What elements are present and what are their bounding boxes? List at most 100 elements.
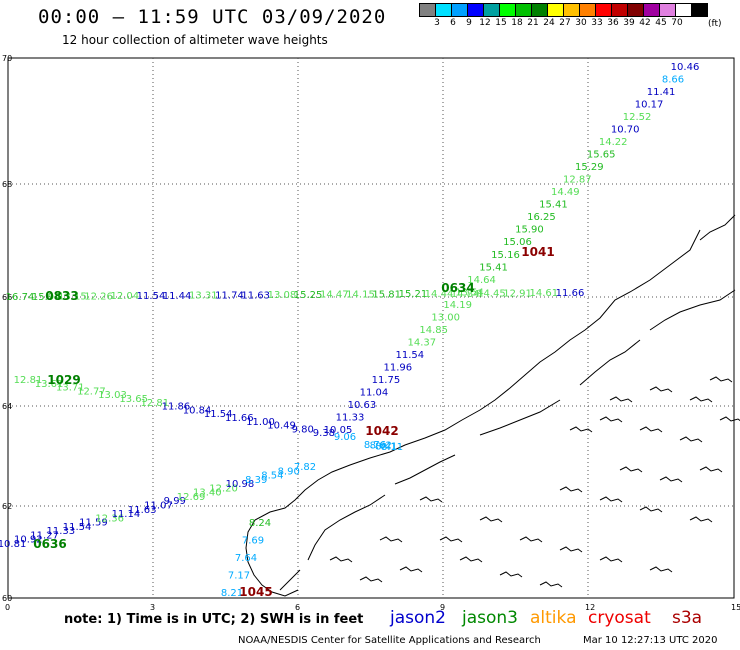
swh-value: 11.07 <box>144 501 173 512</box>
swh-value: 13.31 <box>189 291 218 302</box>
coastline <box>519 536 543 543</box>
lon-tick-label: 0 <box>5 603 10 612</box>
swh-value: 11.74 <box>215 291 244 302</box>
swh-value: 14.84 <box>451 289 480 300</box>
swh-value: 12.52 <box>623 112 652 123</box>
swh-value: 11.66 <box>556 288 585 299</box>
legend-label: 21 <box>527 18 539 28</box>
swh-value: 13.65 <box>119 394 148 405</box>
swh-value: 11.14 <box>112 509 141 520</box>
lat-tick-label: 66 <box>2 293 12 302</box>
swh-value: 15.41 <box>479 262 508 273</box>
coastline <box>719 416 740 422</box>
chart-subtitle: 12 hour collection of altimeter wave hei… <box>62 33 328 47</box>
lat-tick-label: 64 <box>2 402 12 411</box>
swh-value: 11.33 <box>46 526 75 537</box>
pass-time-label: 1041 <box>521 245 554 259</box>
footnote: note: 1) Time is in UTC; 2) SWH is in fe… <box>64 612 364 627</box>
coastline <box>599 416 623 423</box>
swh-value: 7.64 <box>235 553 257 564</box>
chart-title: 00:00 – 11:59 UTC 03/09/2020 <box>38 6 387 28</box>
coastline <box>639 426 663 433</box>
swh-value: 8.62 <box>370 441 392 452</box>
swh-value: 10.92 <box>14 535 43 546</box>
swh-value: 10.63 <box>348 400 377 411</box>
coastline <box>619 466 643 473</box>
satellite-cryosat: cryosat <box>588 608 651 628</box>
legend-label: 39 <box>623 18 635 28</box>
lon-tick-label: 15 <box>731 603 740 612</box>
swh-value: 11.44 <box>163 291 192 302</box>
legend-label: 30 <box>575 18 587 28</box>
swh-value: 12.36 <box>95 513 124 524</box>
satellite-jason3: jason3 <box>462 608 518 628</box>
legend-label: 9 <box>466 18 472 28</box>
legend-label: 6 <box>450 18 456 28</box>
lat-tick-label: 70 <box>2 54 12 63</box>
coastline <box>279 569 301 591</box>
legend-swatch <box>691 3 708 17</box>
swh-value: 15.65 <box>587 150 616 161</box>
swh-value: 11.86 <box>162 402 191 413</box>
swh-value: 7.82 <box>294 462 316 473</box>
coastline <box>569 426 593 433</box>
coastline <box>359 576 383 583</box>
swh-value: 12.04 <box>110 291 139 302</box>
coastline <box>639 506 663 513</box>
swh-value: 15.81 <box>372 289 401 300</box>
legend-label: 70 <box>671 18 683 28</box>
swh-value: 7.69 <box>242 536 264 547</box>
swh-value: 9.38 <box>313 428 335 439</box>
swh-value: 12.87 <box>563 175 592 186</box>
swh-value: 8.21 <box>221 588 243 599</box>
coastline <box>379 536 403 543</box>
swh-value: 14.64 <box>467 275 496 286</box>
swh-value: 11.54 <box>395 350 424 361</box>
legend-swatches <box>419 3 708 17</box>
coastline <box>559 486 583 493</box>
swh-value: 14.37 <box>407 337 436 348</box>
legend-labels: 3 6 9 12 15 18 21 24 27 30 33 36 39 42 45 70 <box>420 17 708 31</box>
swh-value: 15.41 <box>539 200 568 211</box>
swh-value: 10.98 <box>226 479 255 490</box>
coastline <box>394 454 456 485</box>
swh-value: 8.39 <box>245 475 267 486</box>
swh-value: 10.05 <box>324 425 353 436</box>
swh-value: 14.49 <box>551 187 580 198</box>
swh-value: 15.25 <box>294 290 323 301</box>
legend-label: 27 <box>559 18 571 28</box>
swh-value: 13.71 <box>56 383 85 394</box>
lon-tick-label: 3 <box>150 603 155 612</box>
swh-value: 14.15 <box>346 290 375 301</box>
lat-tick-label: 60 <box>2 594 12 603</box>
map-frame <box>7 57 735 599</box>
pass-time-label: 1029 <box>47 373 80 387</box>
coastline <box>599 556 623 563</box>
swh-value: 12.26 <box>84 291 113 302</box>
coastline <box>709 376 733 383</box>
lat-tick-label: 62 <box>2 502 12 511</box>
swh-value: 16.74 <box>6 292 35 303</box>
swh-value: 8.24 <box>249 518 271 529</box>
legend-label: 33 <box>591 18 603 28</box>
swh-value: 10.70 <box>611 125 640 136</box>
coastline <box>649 386 673 393</box>
coastline <box>479 516 503 523</box>
legend-label: 24 <box>543 18 555 28</box>
coastline <box>245 229 701 597</box>
swh-value: 11.27 <box>30 530 59 541</box>
track-1042: 8.768.628.418.11 1042 <box>364 424 403 453</box>
track-0634: 0634 <box>441 281 474 295</box>
generated-timestamp: Mar 10 12:27:13 UTC 2020 <box>583 635 718 646</box>
swh-value: 8.66 <box>662 75 684 86</box>
lon-tick-label: 12 <box>585 603 595 612</box>
swh-value: 14.61 <box>529 288 558 299</box>
swh-value: 11.96 <box>383 362 412 373</box>
coastline <box>679 436 703 443</box>
pass-time-label: 0636 <box>33 537 66 551</box>
swh-value: 13.03 <box>98 390 127 401</box>
swh-value: 12.77 <box>77 386 106 397</box>
swh-value: 12.81 <box>140 398 169 409</box>
